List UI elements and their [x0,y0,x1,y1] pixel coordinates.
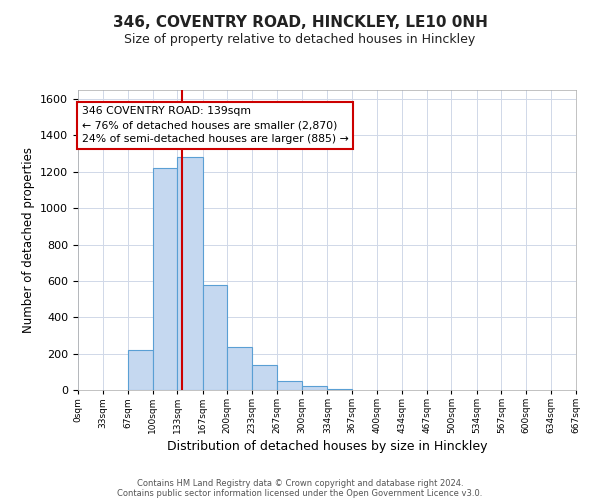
Bar [152,168,178,390]
Bar [277,381,302,390]
Bar [328,388,352,390]
X-axis label: Distribution of detached houses by size in Hinckley: Distribution of detached houses by size … [167,440,487,454]
Text: 346, COVENTRY ROAD, HINCKLEY, LE10 0NH: 346, COVENTRY ROAD, HINCKLEY, LE10 0NH [113,15,487,30]
Text: Contains HM Land Registry data © Crown copyright and database right 2024.: Contains HM Land Registry data © Crown c… [137,478,463,488]
Text: Size of property relative to detached houses in Hinckley: Size of property relative to detached ho… [124,32,476,46]
Bar [302,386,328,390]
Bar [227,348,252,390]
Bar [203,284,227,390]
Bar [178,156,203,390]
Bar [128,350,152,390]
Text: 346 COVENTRY ROAD: 139sqm
← 76% of detached houses are smaller (2,870)
24% of se: 346 COVENTRY ROAD: 139sqm ← 76% of detac… [82,106,349,144]
Text: Contains public sector information licensed under the Open Government Licence v3: Contains public sector information licen… [118,488,482,498]
Bar [252,365,277,390]
Y-axis label: Number of detached properties: Number of detached properties [22,147,35,333]
